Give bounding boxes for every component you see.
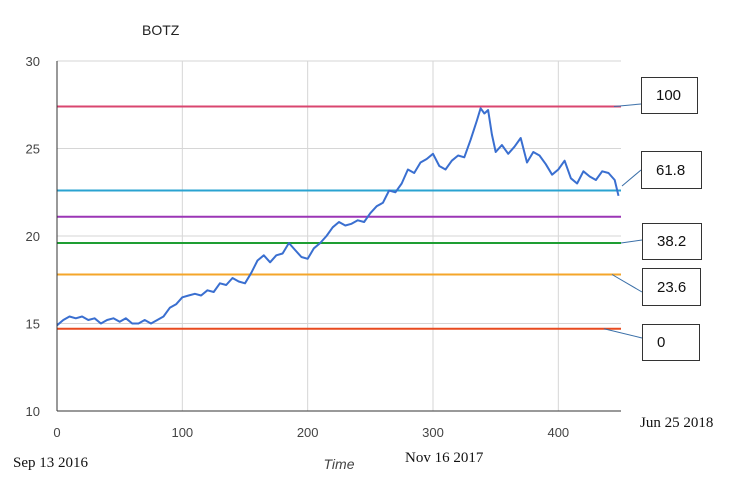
level-callout-23-6: 23.6 <box>642 268 701 306</box>
grid <box>57 60 621 411</box>
y-tick-label-30: 30 <box>26 54 40 69</box>
x-tick-label-100: 100 <box>171 425 193 440</box>
date-label-mid: Nov 16 2017 <box>405 450 484 466</box>
callout-connectors <box>603 103 643 339</box>
series-line-0 <box>56 107 620 327</box>
x-tick-label-200: 200 <box>297 425 319 440</box>
date-label-start: Sep 13 2016 <box>13 455 88 471</box>
y-tick-label-25: 25 <box>26 142 40 157</box>
y-tick-label-10: 10 <box>26 404 40 419</box>
level-callout-100: 100 <box>641 77 698 114</box>
callout-connector-3 <box>611 274 643 293</box>
callout-connector-2 <box>620 239 643 244</box>
level-callout-0: 0 <box>642 324 700 361</box>
callout-connector-1 <box>621 169 642 187</box>
y-tick-label-20: 20 <box>26 229 40 244</box>
level-callout-61-8: 61.8 <box>641 151 702 189</box>
date-label-end: Jun 25 2018 <box>640 415 714 431</box>
chart-title: BOTZ <box>142 22 180 38</box>
x-tick-label-400: 400 <box>547 425 569 440</box>
level-callout-38-2: 38.2 <box>642 223 702 260</box>
price-series <box>56 107 620 327</box>
fib-level-lines <box>57 105 621 330</box>
callout-connector-0 <box>613 103 642 107</box>
callout-connector-4 <box>603 328 643 339</box>
x-axis-label: Time <box>324 456 355 472</box>
y-tick-label-15: 15 <box>26 317 40 332</box>
x-tick-label-0: 0 <box>53 425 60 440</box>
x-tick-label-300: 300 <box>422 425 444 440</box>
